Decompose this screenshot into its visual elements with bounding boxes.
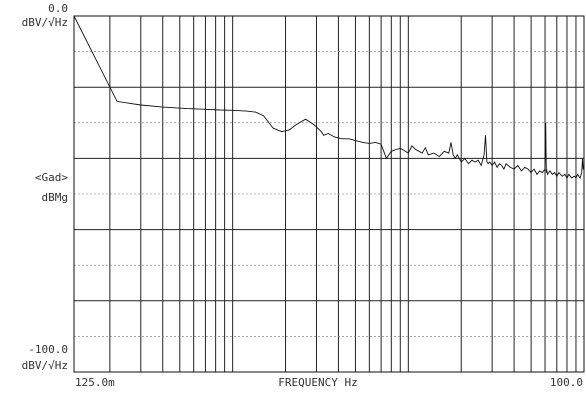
y-bottom-value: -100.0 [28, 343, 68, 356]
y-mid-name: <Gad> [35, 171, 68, 184]
x-axis-title: FREQUENCY Hz [278, 376, 357, 389]
series-line [73, 15, 584, 180]
grid [74, 16, 584, 372]
y-top-value: 0.0 [48, 2, 68, 15]
y-top-unit: dBV/√Hz [22, 16, 68, 29]
plot-frame [73, 15, 585, 373]
x-end-label: 100.0 [550, 376, 583, 389]
y-mid-unit: dBMg [42, 191, 69, 204]
x-start-label: 125.0m [75, 376, 115, 389]
y-bottom-unit: dBV/√Hz [22, 359, 68, 372]
